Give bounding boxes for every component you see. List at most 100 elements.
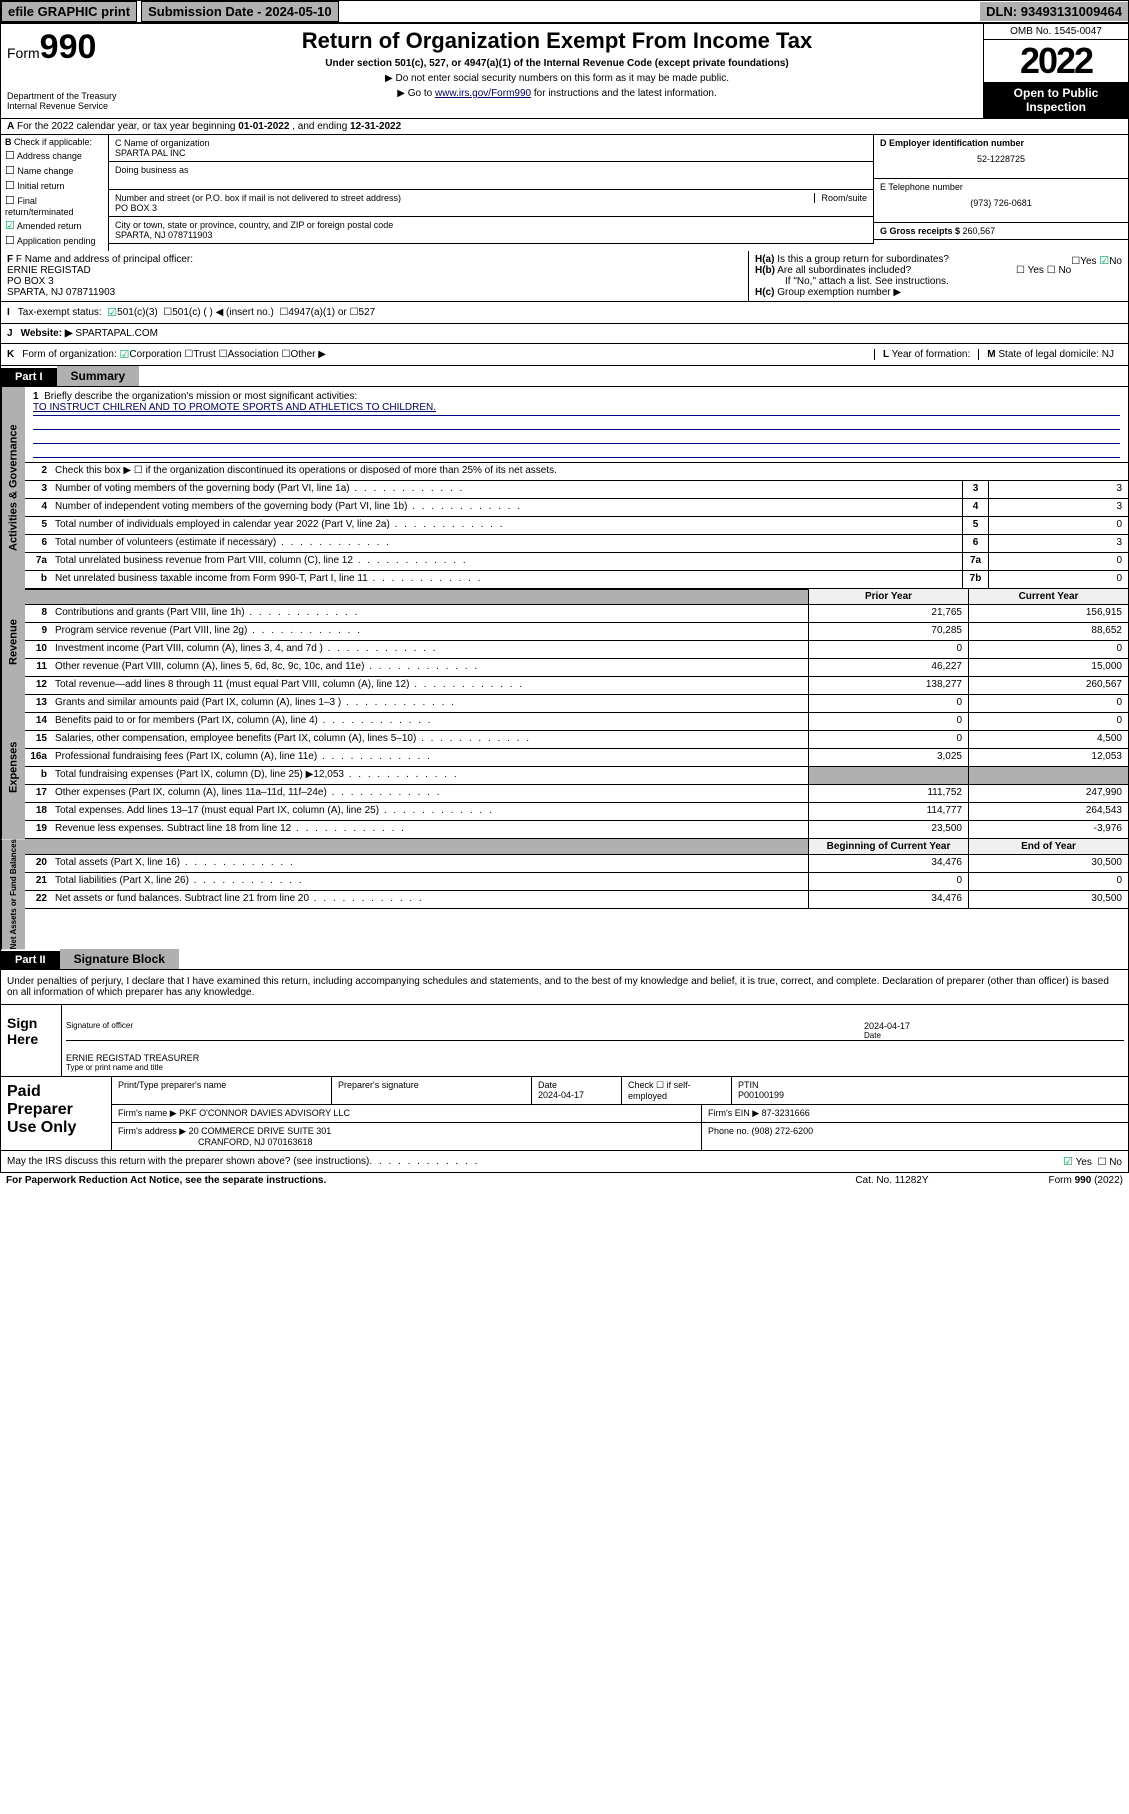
- website-value[interactable]: SPARTAPAL.COM: [75, 328, 158, 339]
- net-line-21: 21Total liabilities (Part X, line 26)00: [25, 873, 1128, 891]
- exp-section: Expenses 13Grants and similar amounts pa…: [1, 695, 1128, 839]
- footer-mid: Cat. No. 11282Y: [855, 1175, 928, 1186]
- exp-line-b: bTotal fundraising expenses (Part IX, co…: [25, 767, 1128, 785]
- opt-assoc: Association: [228, 349, 279, 360]
- ha-no[interactable]: No: [1109, 256, 1122, 267]
- d-label: D Employer identification number: [880, 138, 1024, 148]
- part2-title: Signature Block: [60, 949, 179, 969]
- rev-line-11: 11Other revenue (Part VIII, column (A), …: [25, 659, 1128, 677]
- open-public: Open to Public Inspection: [984, 82, 1128, 118]
- line-2: 2Check this box ▶ ☐ if the organization …: [25, 463, 1128, 481]
- room-label: Room/suite: [814, 193, 867, 203]
- hdr-eoy: End of Year: [968, 839, 1128, 854]
- header-center: Return of Organization Exempt From Incom…: [131, 24, 983, 118]
- opt-other: Other ▶: [290, 349, 325, 360]
- mission-line4: [33, 444, 1120, 458]
- chk-name[interactable]: ☐: [5, 165, 15, 177]
- form-number: 990: [40, 28, 97, 66]
- firm-phone: (908) 272-6200: [752, 1126, 814, 1136]
- efile-print-button[interactable]: efile GRAPHIC print: [1, 1, 137, 22]
- name-right: D Employer identification number 52-1228…: [874, 135, 1128, 244]
- col-b-checkboxes: B Check if applicable: ☐ Address change …: [1, 135, 109, 251]
- part2-hdr: Part II: [1, 951, 60, 969]
- ha-label: Is this a group return for subordinates?: [777, 254, 949, 265]
- chk-pending[interactable]: ☐: [5, 235, 15, 247]
- exp-line-18: 18Total expenses. Add lines 13–17 (must …: [25, 803, 1128, 821]
- chk-initial[interactable]: ☐: [5, 180, 15, 192]
- paid-preparer-row: Paid Preparer Use Only Print/Type prepar…: [1, 1077, 1128, 1151]
- chk-corp[interactable]: ☑: [120, 348, 130, 361]
- firm-name-row: Firm's name ▶ PKF O'CONNOR DAVIES ADVISO…: [112, 1105, 1128, 1123]
- opt-501c: 501(c) ( ) ◀ (insert no.): [172, 307, 274, 318]
- h-note: If "No," attach a list. See instructions…: [755, 276, 1122, 287]
- principal-officer: F F Name and address of principal office…: [1, 251, 748, 301]
- lbl-final: Final return/terminated: [5, 196, 74, 217]
- chk-amended[interactable]: ☑: [5, 220, 15, 232]
- ha-yes[interactable]: Yes: [1080, 256, 1096, 267]
- lbl-initial: Initial return: [17, 181, 64, 191]
- form-title: Return of Organization Exempt From Incom…: [135, 28, 979, 54]
- exp-line-17: 17Other expenses (Part IX, column (A), l…: [25, 785, 1128, 803]
- g-label: G Gross receipts $: [880, 226, 963, 236]
- exp-line-13: 13Grants and similar amounts paid (Part …: [25, 695, 1128, 713]
- year-begin: 01-01-2022: [238, 121, 289, 132]
- gov-line-5: 5Total number of individuals employed in…: [25, 517, 1128, 535]
- officer-name: ERNIE REGISTAD: [7, 265, 742, 276]
- net-line-20: 20Total assets (Part X, line 16)34,47630…: [25, 855, 1128, 873]
- chk-discuss-yes[interactable]: ☑: [1063, 1156, 1073, 1168]
- gross-value: 260,567: [963, 226, 996, 236]
- chk-address[interactable]: ☐: [5, 150, 15, 162]
- chk-final[interactable]: ☐: [5, 195, 15, 207]
- sig-officer-line: Signature of officer 2024-04-17Date: [66, 1009, 1124, 1041]
- lbl-address: Address change: [17, 151, 82, 161]
- hb-no[interactable]: No: [1058, 265, 1071, 276]
- note2-post: for instructions and the latest informat…: [531, 88, 717, 99]
- mission-line2: [33, 416, 1120, 430]
- exp-line-16a: 16aProfessional fundraising fees (Part I…: [25, 749, 1128, 767]
- omb-number: OMB No. 1545-0047: [984, 24, 1128, 40]
- officer-addr1: PO BOX 3: [7, 276, 742, 287]
- paid-h1: Print/Type preparer's name: [112, 1077, 332, 1104]
- sign-here-label: Sign Here: [1, 1005, 61, 1076]
- gov-content: 1 Briefly describe the organization's mi…: [25, 387, 1128, 589]
- net-line-22: 22Net assets or fund balances. Subtract …: [25, 891, 1128, 909]
- side-gov: Activities & Governance: [1, 387, 25, 589]
- rev-line-12: 12Total revenue—add lines 8 through 11 (…: [25, 677, 1128, 695]
- name-block: C Name of organization SPARTA PAL INC Do…: [109, 135, 1128, 244]
- f-label: F Name and address of principal officer:: [16, 254, 193, 265]
- perjury-text: Under penalties of perjury, I declare th…: [1, 970, 1128, 1005]
- hdr-prior: Prior Year: [808, 589, 968, 604]
- ein-value: 52-1228725: [880, 154, 1122, 164]
- dln-label: DLN:: [986, 4, 1021, 19]
- side-net: Net Assets or Fund Balances: [1, 839, 25, 949]
- form-subtitle: Under section 501(c), 527, or 4947(a)(1)…: [135, 58, 979, 69]
- dln: DLN: 93493131009464: [980, 2, 1128, 21]
- firm-addr-label: Firm's address ▶: [118, 1126, 186, 1136]
- i-label: Tax-exempt status:: [18, 307, 102, 318]
- rev-header: Prior Year Current Year: [25, 589, 1128, 605]
- m-val: NJ: [1102, 349, 1114, 360]
- opt-trust: Trust: [193, 349, 215, 360]
- dept-treasury: Department of the Treasury Internal Reve…: [7, 91, 125, 111]
- street-label: Number and street (or P.O. box if mail i…: [115, 193, 814, 203]
- org-name-cell: C Name of organization SPARTA PAL INC: [109, 135, 873, 162]
- line2-desc: Check this box ▶ ☐ if the organization d…: [51, 463, 1128, 480]
- paid-date: 2024-04-17: [538, 1090, 584, 1100]
- gov-line-7a: 7aTotal unrelated business revenue from …: [25, 553, 1128, 571]
- street-value: PO BOX 3: [115, 203, 867, 213]
- chk-501c3[interactable]: ☑: [107, 306, 117, 319]
- c-label: C Name of organization: [115, 138, 867, 148]
- row-i: ITax-exempt status: ☑ 501(c)(3) ☐ 501(c)…: [1, 302, 1128, 324]
- dln-value: 93493131009464: [1021, 4, 1122, 19]
- footer-left: For Paperwork Reduction Act Notice, see …: [6, 1175, 855, 1186]
- header-right: OMB No. 1545-0047 2022 Open to Public In…: [983, 24, 1128, 118]
- header-left: Form990 Department of the Treasury Inter…: [1, 24, 131, 118]
- irs-link[interactable]: www.irs.gov/Form990: [435, 88, 531, 99]
- tax-year: 2022: [984, 40, 1128, 82]
- form-main: Form990 Department of the Treasury Inter…: [0, 23, 1129, 1173]
- sig-date-label: Date: [864, 1031, 1124, 1040]
- gov-line-6: 6Total number of volunteers (estimate if…: [25, 535, 1128, 553]
- hb-yes[interactable]: Yes: [1028, 265, 1044, 276]
- city-cell: City or town, state or province, country…: [109, 217, 873, 244]
- org-name: SPARTA PAL INC: [115, 148, 867, 158]
